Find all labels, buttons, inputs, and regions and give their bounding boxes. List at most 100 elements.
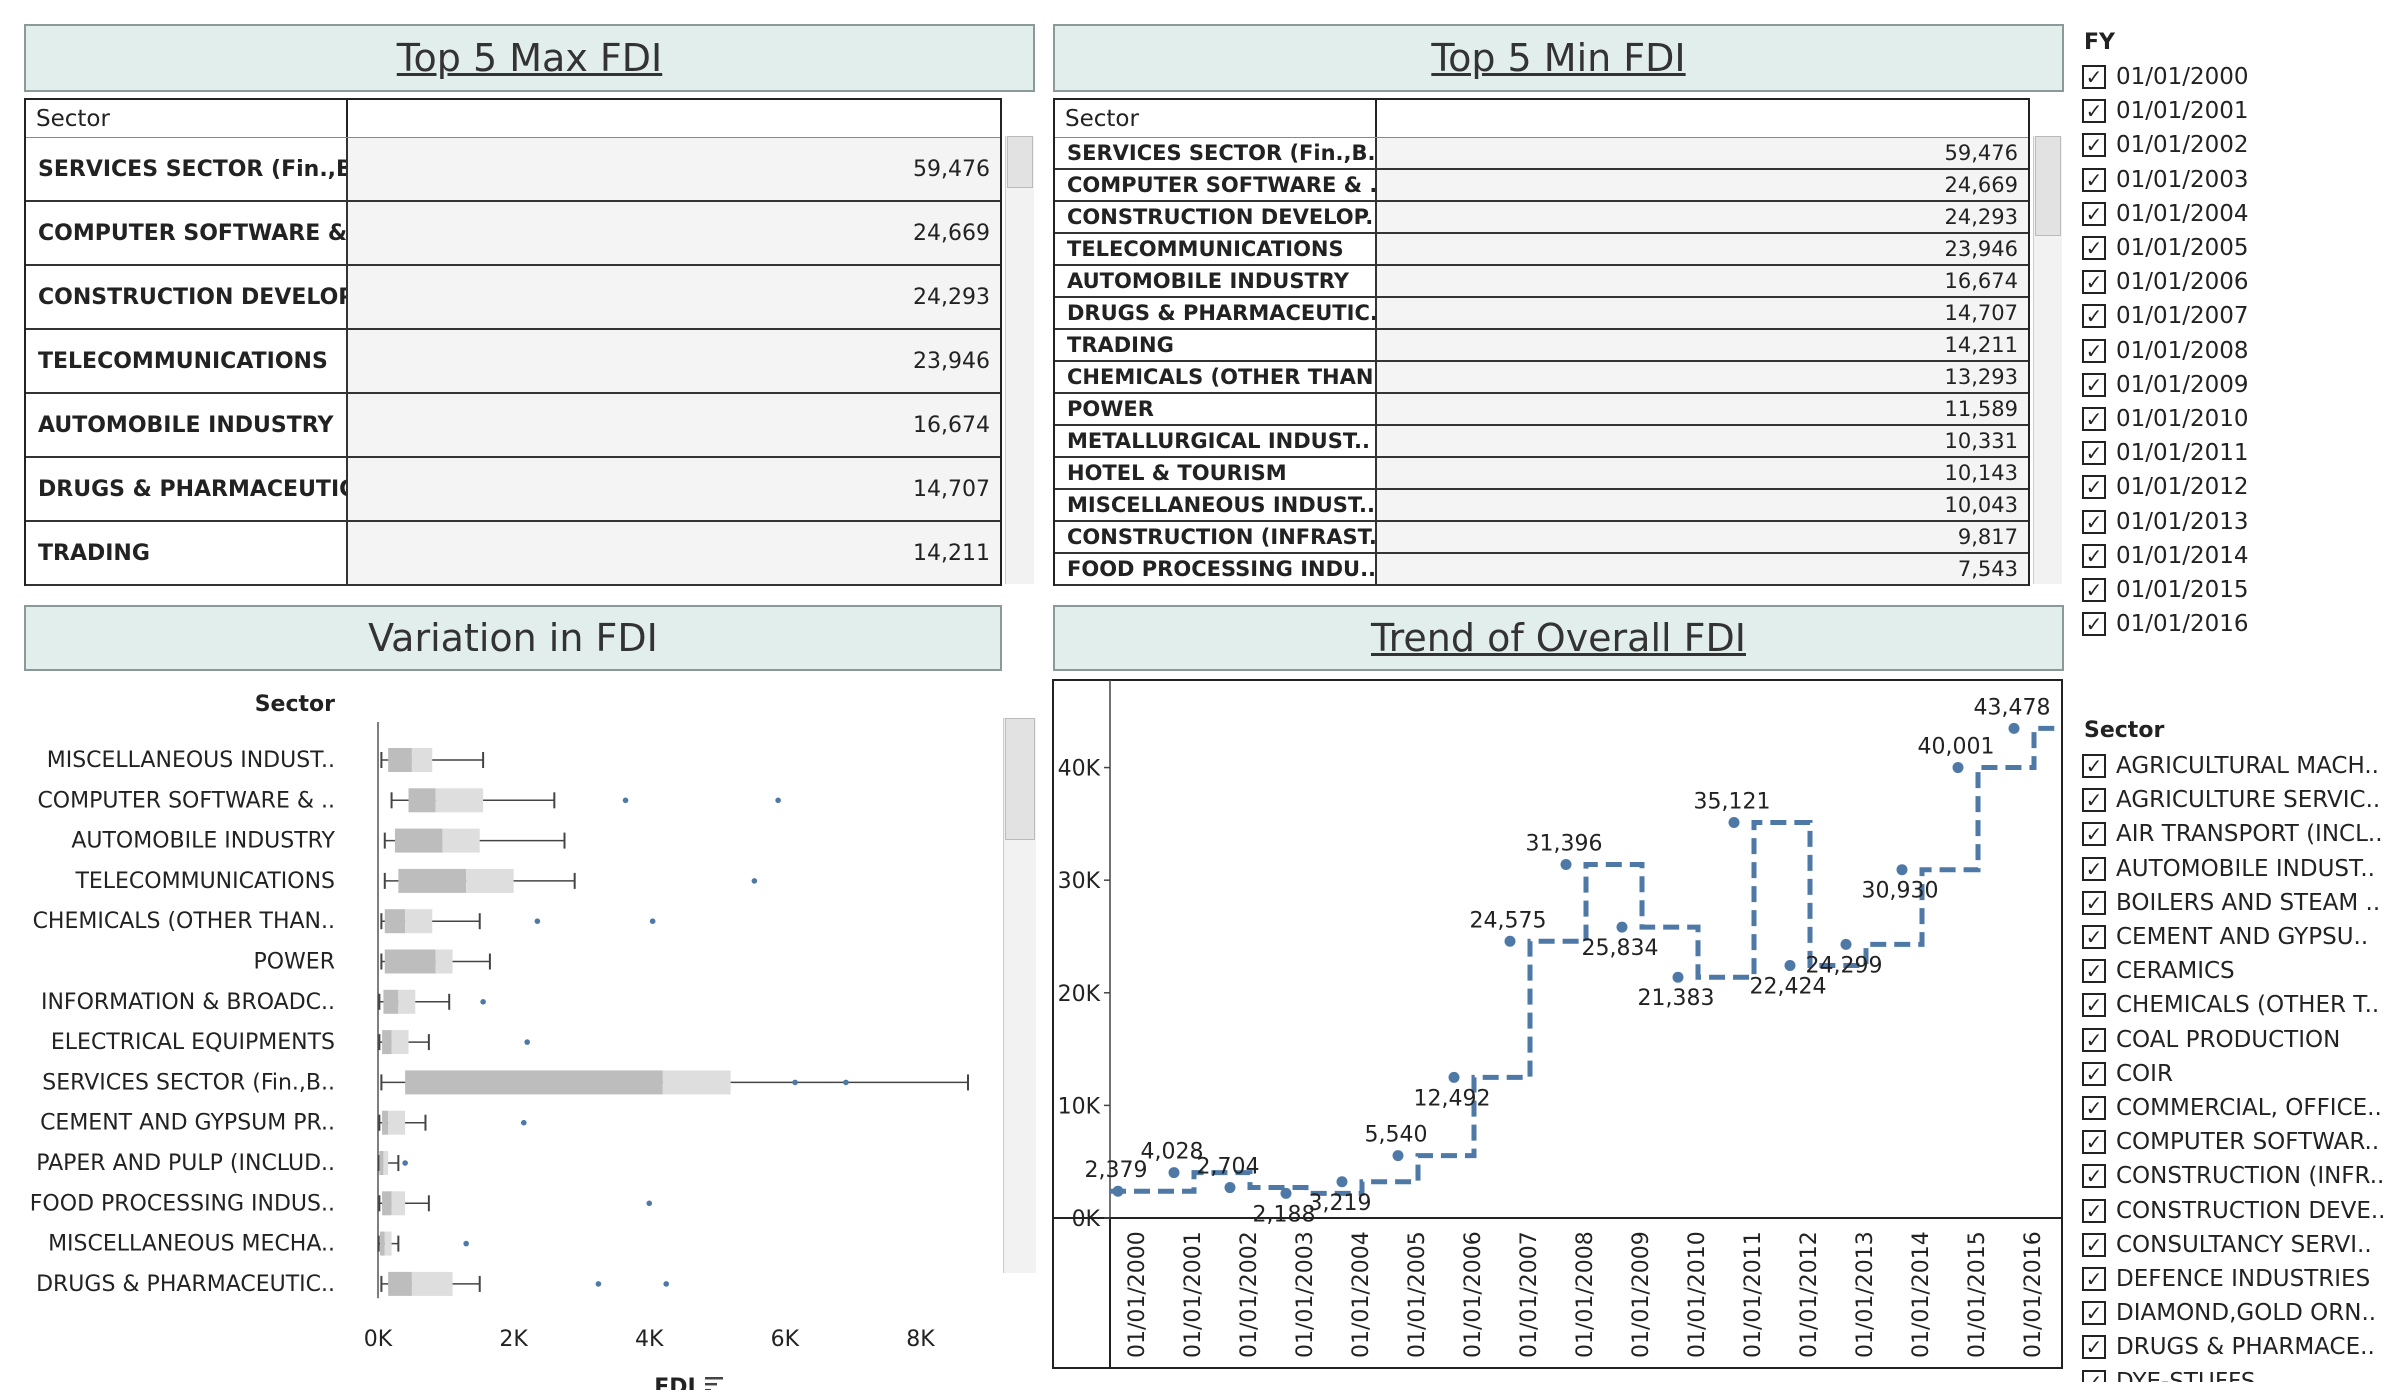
fy-filter-item[interactable]: ✓ 01/01/2002 <box>2082 129 2249 161</box>
sector-filter-item[interactable]: ✓ CONSTRUCTION DEVE.. <box>2082 1195 2385 1227</box>
sector-filter-item[interactable]: ✓ DYE-STUFFS <box>2082 1366 2255 1382</box>
checkbox-checked-icon[interactable]: ✓ <box>2082 338 2106 363</box>
sector-filter-item[interactable]: ✓ DEFENCE INDUSTRIES <box>2082 1263 2370 1295</box>
table-row[interactable]: POWER 11,589 <box>1055 394 2028 426</box>
fy-filter-item[interactable]: ✓ 01/01/2001 <box>2082 95 2249 127</box>
sort-icon[interactable] <box>705 1376 723 1390</box>
checkbox-checked-icon[interactable]: ✓ <box>2082 441 2106 466</box>
table-row[interactable]: HOTEL & TOURISM 10,143 <box>1055 458 2028 490</box>
sector-filter-item[interactable]: ✓ DRUGS & PHARMACE.. <box>2082 1331 2375 1363</box>
sector-filter-item[interactable]: ✓ CEMENT AND GYPSU.. <box>2082 921 2368 953</box>
fy-filter-item[interactable]: ✓ 01/01/2007 <box>2082 300 2249 332</box>
fy-filter-item[interactable]: ✓ 01/01/2008 <box>2082 335 2249 367</box>
sector-filter-item[interactable]: ✓ AUTOMOBILE INDUST.. <box>2082 853 2375 885</box>
fy-filter-item[interactable]: ✓ 01/01/2013 <box>2082 506 2249 538</box>
checkbox-checked-icon[interactable]: ✓ <box>2082 993 2106 1018</box>
sector-filter-item[interactable]: ✓ COIR <box>2082 1058 2173 1090</box>
checkbox-checked-icon[interactable]: ✓ <box>2082 890 2106 915</box>
checkbox-checked-icon[interactable]: ✓ <box>2082 1061 2106 1086</box>
checkbox-checked-icon[interactable]: ✓ <box>2082 959 2106 984</box>
checkbox-checked-icon[interactable]: ✓ <box>2082 475 2106 500</box>
checkbox-checked-icon[interactable]: ✓ <box>2082 578 2106 602</box>
checkbox-checked-icon[interactable]: ✓ <box>2082 65 2106 89</box>
checkbox-checked-icon[interactable]: ✓ <box>2082 1027 2106 1052</box>
sector-filter-item[interactable]: ✓ DIAMOND,GOLD ORN.. <box>2082 1297 2376 1329</box>
table-row[interactable]: TRADING 14,211 <box>26 522 1000 586</box>
table-row[interactable]: COMPUTER SOFTWARE & .. 24,669 <box>1055 170 2028 202</box>
sector-filter-item[interactable]: ✓ CONSTRUCTION (INFR.. <box>2082 1160 2384 1192</box>
sector-filter-item[interactable]: ✓ BOILERS AND STEAM .. <box>2082 887 2380 919</box>
checkbox-checked-icon[interactable]: ✓ <box>2082 509 2106 534</box>
checkbox-checked-icon[interactable]: ✓ <box>2082 788 2106 813</box>
sector-filter-item[interactable]: ✓ CHEMICALS (OTHER T.. <box>2082 989 2379 1021</box>
checkbox-checked-icon[interactable]: ✓ <box>2082 372 2106 397</box>
fy-filter-item[interactable]: ✓ 01/01/2003 <box>2082 164 2249 196</box>
table-row[interactable]: CHEMICALS (OTHER THAN.. 13,293 <box>1055 362 2028 394</box>
sector-filter-item[interactable]: ✓ AIR TRANSPORT (INCL.. <box>2082 818 2383 850</box>
fy-filter-item[interactable]: ✓ 01/01/2016 <box>2082 608 2249 640</box>
table-row[interactable]: TELECOMMUNICATIONS 23,946 <box>1055 234 2028 266</box>
sector-filter-item[interactable]: ✓ CERAMICS <box>2082 955 2235 987</box>
table-row[interactable]: CONSTRUCTION DEVELOP.. 24,293 <box>1055 202 2028 234</box>
checkbox-checked-icon[interactable]: ✓ <box>2082 1369 2106 1382</box>
variation-scroll-thumb[interactable] <box>1005 718 1035 840</box>
fy-filter-item[interactable]: ✓ 01/01/2010 <box>2082 403 2249 435</box>
table-row[interactable]: AUTOMOBILE INDUSTRY 16,674 <box>26 394 1000 458</box>
checkbox-checked-icon[interactable]: ✓ <box>2082 167 2106 192</box>
max-fdi-title[interactable]: Top 5 Max FDI <box>396 36 663 80</box>
table-row[interactable]: TELECOMMUNICATIONS 23,946 <box>26 330 1000 394</box>
sector-filter-item[interactable]: ✓ AGRICULTURE SERVIC.. <box>2082 784 2380 816</box>
checkbox-checked-icon[interactable]: ✓ <box>2082 856 2106 881</box>
checkbox-checked-icon[interactable]: ✓ <box>2082 1164 2106 1189</box>
trend-title[interactable]: Trend of Overall FDI <box>1371 616 1746 660</box>
table-row[interactable]: CONSTRUCTION (INFRAST.. 9,817 <box>1055 522 2028 554</box>
checkbox-checked-icon[interactable]: ✓ <box>2082 304 2106 329</box>
fy-filter-item[interactable]: ✓ 01/01/2015 <box>2082 574 2249 606</box>
fy-filter-item[interactable]: ✓ 01/01/2012 <box>2082 471 2249 503</box>
fy-filter-item[interactable]: ✓ 01/01/2006 <box>2082 266 2249 298</box>
table-row[interactable]: DRUGS & PHARMACEUTIC.. 14,707 <box>1055 298 2028 330</box>
checkbox-checked-icon[interactable]: ✓ <box>2082 1232 2106 1257</box>
sector-filter-item[interactable]: ✓ AGRICULTURAL MACH.. <box>2082 750 2379 782</box>
checkbox-checked-icon[interactable]: ✓ <box>2082 1096 2106 1120</box>
max-sector-col-header[interactable]: Sector <box>36 106 110 132</box>
max-table-scrollbar[interactable] <box>1005 136 1034 584</box>
checkbox-checked-icon[interactable]: ✓ <box>2082 822 2106 847</box>
checkbox-checked-icon[interactable]: ✓ <box>2082 1130 2106 1155</box>
checkbox-checked-icon[interactable]: ✓ <box>2082 236 2106 260</box>
checkbox-checked-icon[interactable]: ✓ <box>2082 754 2106 778</box>
table-row[interactable]: AUTOMOBILE INDUSTRY 16,674 <box>1055 266 2028 298</box>
checkbox-checked-icon[interactable]: ✓ <box>2082 612 2106 637</box>
sector-filter-item[interactable]: ✓ CONSULTANCY SERVI.. <box>2082 1229 2372 1261</box>
min-table-scrollbar[interactable] <box>2033 136 2062 584</box>
checkbox-checked-icon[interactable]: ✓ <box>2082 99 2106 124</box>
checkbox-checked-icon[interactable]: ✓ <box>2082 133 2106 158</box>
checkbox-checked-icon[interactable]: ✓ <box>2082 407 2106 431</box>
sector-filter-item[interactable]: ✓ COMPUTER SOFTWAR.. <box>2082 1126 2379 1158</box>
sector-filter-item[interactable]: ✓ COAL PRODUCTION <box>2082 1024 2340 1056</box>
checkbox-checked-icon[interactable]: ✓ <box>2082 201 2106 226</box>
fy-filter-item[interactable]: ✓ 01/01/2000 <box>2082 61 2249 93</box>
sector-filter-item[interactable]: ✓ COMMERCIAL, OFFICE.. <box>2082 1092 2382 1124</box>
fy-filter-item[interactable]: ✓ 01/01/2014 <box>2082 540 2249 572</box>
checkbox-checked-icon[interactable]: ✓ <box>2082 1198 2106 1223</box>
variation-scrollbar[interactable] <box>1003 718 1036 1273</box>
fy-filter-item[interactable]: ✓ 01/01/2004 <box>2082 198 2249 230</box>
checkbox-checked-icon[interactable]: ✓ <box>2082 925 2106 949</box>
table-row[interactable]: CONSTRUCTION DEVELOP.. 24,293 <box>26 266 1000 330</box>
table-row[interactable]: MISCELLANEOUS INDUST.. 10,043 <box>1055 490 2028 522</box>
checkbox-checked-icon[interactable]: ✓ <box>2082 270 2106 295</box>
table-row[interactable]: COMPUTER SOFTWARE & .. 24,669 <box>26 202 1000 266</box>
table-row[interactable]: SERVICES SECTOR (Fin.,B.. 59,476 <box>1055 138 2028 170</box>
table-row[interactable]: FOOD PROCESSING INDU.. 7,543 <box>1055 554 2028 586</box>
min-fdi-title[interactable]: Top 5 Min FDI <box>1431 36 1686 80</box>
fy-filter-item[interactable]: ✓ 01/01/2005 <box>2082 232 2249 264</box>
table-row[interactable]: DRUGS & PHARMACEUTIC.. 14,707 <box>26 458 1000 522</box>
min-scroll-thumb[interactable] <box>2035 136 2061 236</box>
checkbox-checked-icon[interactable]: ✓ <box>2082 1301 2106 1326</box>
min-sector-col-header[interactable]: Sector <box>1065 106 1139 132</box>
table-row[interactable]: SERVICES SECTOR (Fin.,B.. 59,476 <box>26 138 1000 202</box>
table-row[interactable]: METALLURGICAL INDUST.. 10,331 <box>1055 426 2028 458</box>
checkbox-checked-icon[interactable]: ✓ <box>2082 543 2106 568</box>
fy-filter-item[interactable]: ✓ 01/01/2011 <box>2082 437 2249 469</box>
